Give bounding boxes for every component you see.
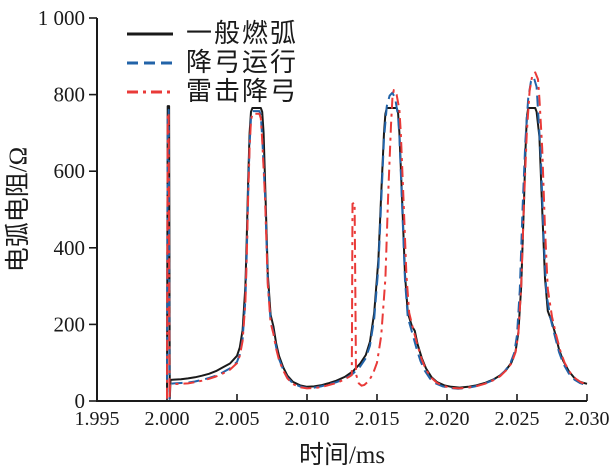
x-tick-label: 1.995: [75, 408, 120, 430]
series-lines: [166, 71, 588, 400]
x-axis-ticks: 1.995 2.000 2.005 2.010 2.015 2.020 2.025 2.030: [75, 394, 609, 430]
x-tick-label: 2.015: [355, 408, 400, 430]
series-line-0: [166, 105, 588, 400]
legend-label-normal-arcing: 一般燃弧: [186, 19, 299, 48]
series-line-1: [166, 76, 588, 400]
legend-line-solid-icon: [127, 32, 173, 36]
y-tick-label: 200: [54, 312, 86, 336]
x-tick-label: 2.020: [425, 408, 470, 430]
x-tick-label: 2.025: [495, 408, 540, 430]
legend-label-pantograph-lowering: 降弓运行: [186, 48, 299, 77]
legend: 一般燃弧 降弓运行 雷击降弓: [126, 20, 298, 106]
x-tick-label: 2.005: [215, 408, 260, 430]
legend-item-pantograph-lowering: 降弓运行: [126, 49, 298, 77]
x-tick-label: 2.010: [285, 408, 330, 430]
y-tick-label: 1 000: [38, 6, 85, 30]
x-axis-title: 时间/ms: [299, 441, 385, 469]
y-tick-label: 600: [54, 159, 86, 183]
x-tick-label: 2.000: [145, 408, 190, 430]
series-line-2: [166, 71, 588, 400]
y-axis-ticks: 0 200 400 600 800 1 000: [38, 6, 97, 413]
legend-line-dashdot-icon: [127, 90, 173, 94]
legend-label-lightning-lowering: 雷击降弓: [186, 77, 299, 106]
legend-item-lightning-lowering: 雷击降弓: [126, 78, 298, 106]
legend-item-normal-arcing: 一般燃弧: [126, 20, 298, 48]
x-tick-label: 2.030: [565, 408, 609, 430]
y-tick-label: 0: [75, 389, 86, 413]
y-axis-title: 电弧电阻/Ω: [4, 147, 32, 273]
legend-line-dashed-icon: [127, 61, 173, 65]
y-tick-label: 800: [54, 83, 86, 107]
y-tick-label: 400: [54, 236, 86, 260]
